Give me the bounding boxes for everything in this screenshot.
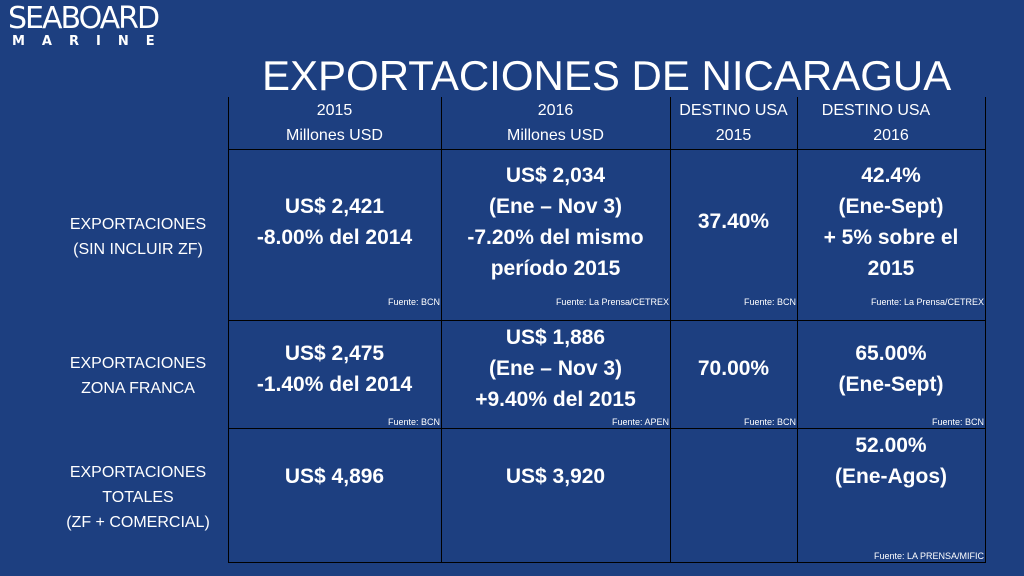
cell-line: -8.00% del 2014 (256, 226, 413, 249)
header-destino-usa-2016: DESTINO USA 2016 (797, 98, 985, 148)
row-label-line: EXPORTACIONES (69, 216, 207, 233)
header-line: DESTINO USA (821, 102, 931, 119)
table-border-bottom (228, 562, 986, 563)
row-label-line: ZONA FRANCA (81, 380, 195, 397)
row-label-line: TOTALES (102, 489, 174, 506)
cell-r1-2015: US$ 2,421 -8.00% del 2014 (228, 191, 441, 253)
cell-line: (Ene-Agos) (835, 465, 947, 488)
source-note: Fuente: BCN (743, 297, 796, 307)
logo-subtitle: MARINE (12, 34, 172, 49)
exports-table: 2015 Millones USD 2016 Millones USD DEST… (228, 97, 986, 563)
table-divider (441, 97, 442, 563)
row-label-line: (ZF + COMERCIAL) (66, 514, 210, 531)
header-line: 2016 (537, 102, 574, 119)
cell-r1-usa-2015: 37.40% (670, 206, 797, 237)
table-border-left (228, 97, 229, 563)
cell-r3-2015: US$ 4,896 (228, 461, 441, 492)
header-destino-usa-2015: DESTINO USA 2015 (670, 98, 797, 148)
logo-wordmark: SEABOARD (8, 1, 160, 36)
page-title: EXPORTACIONES DE NICARAGUA (262, 52, 952, 99)
cell-line: período 2015 (490, 257, 621, 280)
header-line: 2015 (316, 102, 353, 119)
cell-line: 42.4% (861, 164, 921, 187)
header-line: Millones USD (286, 127, 383, 144)
header-2015: 2015 Millones USD (228, 98, 441, 148)
cell-line: (Ene – Nov 3) (488, 195, 623, 218)
table-divider (670, 97, 671, 563)
cell-line: -7.20% del mismo (467, 226, 644, 249)
source-note: Fuente: La Prensa/CETREX (870, 297, 984, 307)
cell-line: 65.00% (855, 342, 927, 365)
cell-r2-usa-2016: 65.00% (Ene-Sept) (797, 338, 985, 400)
cell-line: + 5% sobre el (823, 226, 959, 249)
cell-line: 2015 (867, 257, 915, 280)
row-label-line: (SIN INCLUIR ZF) (73, 241, 203, 258)
row-label-totales: EXPORTACIONES TOTALES (ZF + COMERCIAL) (40, 460, 236, 535)
cell-r2-2015: US$ 2,475 -1.40% del 2014 (228, 338, 441, 400)
cell-line: (Ene – Nov 3) (488, 357, 623, 380)
cell-r2-usa-2015: 70.00% (670, 353, 797, 384)
source-note: Fuente: LA PRENSA/MIFIC (873, 551, 984, 561)
cell-line: 37.40% (697, 210, 770, 233)
row-label-line: EXPORTACIONES (69, 464, 207, 481)
cell-line: US$ 1,886 (505, 326, 606, 349)
cell-line: US$ 2,034 (505, 164, 606, 187)
header-line: Millones USD (507, 127, 604, 144)
cell-r3-usa-2016: 52.00% (Ene-Agos) (797, 430, 985, 492)
header-2016: 2016 Millones USD (441, 98, 670, 148)
source-note: Fuente: BCN (931, 417, 984, 427)
cell-r1-usa-2016: 42.4% (Ene-Sept) + 5% sobre el 2015 (797, 160, 985, 284)
table-divider (797, 97, 798, 563)
header-line: DESTINO USA (679, 102, 788, 119)
seaboard-marine-logo: SEABOARD MARINE (8, 4, 168, 50)
cell-r2-2016: US$ 1,886 (Ene – Nov 3) +9.40% del 2015 (441, 322, 670, 415)
source-note: Fuente: La Prensa/CETREX (555, 297, 669, 307)
table-divider (228, 428, 986, 429)
source-note: Fuente: APEN (611, 417, 669, 427)
cell-line: US$ 4,896 (284, 465, 385, 488)
cell-line: US$ 2,421 (284, 195, 385, 218)
source-note: Fuente: BCN (387, 417, 440, 427)
table-divider (228, 149, 986, 150)
cell-line: (Ene-Sept) (838, 373, 944, 396)
cell-r1-2016: US$ 2,034 (Ene – Nov 3) -7.20% del mismo… (441, 160, 670, 284)
source-note: Fuente: BCN (387, 297, 440, 307)
table-border-right (985, 97, 986, 563)
cell-line: -1.40% del 2014 (256, 373, 413, 396)
cell-r3-2016: US$ 3,920 (441, 461, 670, 492)
cell-line: 70.00% (697, 357, 770, 380)
row-label-sin-zf: EXPORTACIONES (SIN INCLUIR ZF) (40, 212, 236, 262)
cell-line: (Ene-Sept) (838, 195, 944, 218)
header-line: 2015 (715, 127, 752, 144)
row-label-zona-franca: EXPORTACIONES ZONA FRANCA (40, 351, 236, 401)
cell-line: US$ 2,475 (284, 342, 385, 365)
cell-line: +9.40% del 2015 (475, 388, 636, 411)
row-label-line: EXPORTACIONES (69, 355, 207, 372)
header-line: 2016 (873, 127, 909, 144)
source-note: Fuente: BCN (743, 417, 796, 427)
cell-line: US$ 3,920 (505, 465, 606, 488)
table-divider (228, 320, 986, 321)
cell-line: 52.00% (855, 434, 927, 457)
